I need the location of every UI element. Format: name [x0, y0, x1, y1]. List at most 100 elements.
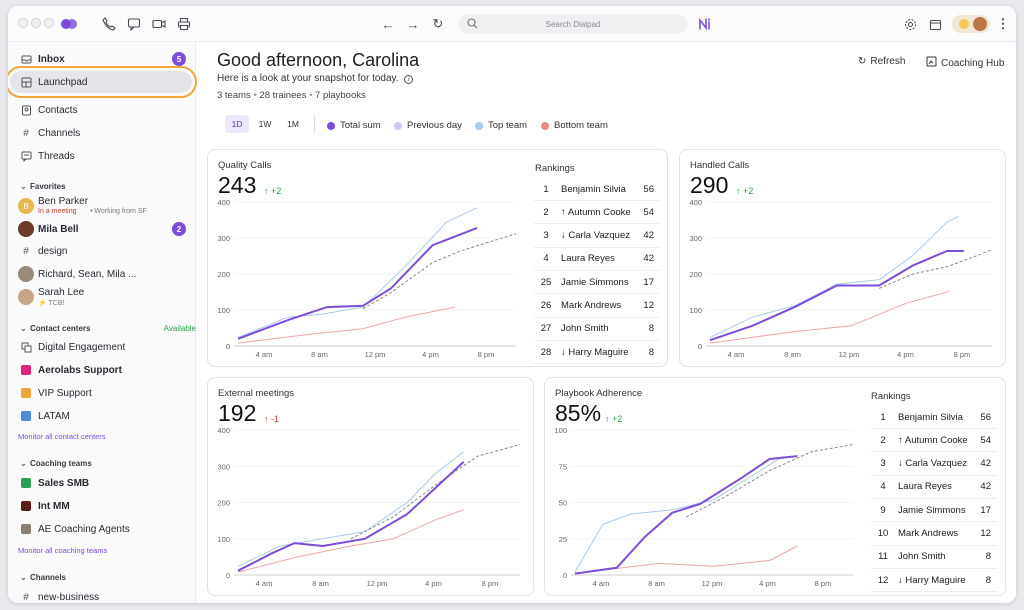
legend-previous-day[interactable]: Previous day	[394, 120, 462, 131]
coaching-team-int-mm[interactable]: Int MM	[8, 495, 196, 517]
ranking-name: Laura Reyes	[898, 481, 952, 493]
top-bar: ← → ↻ Search Dialpad ⋮	[8, 6, 1016, 42]
ranking-row[interactable]: 2 ↑ Autumn Cooke 54	[534, 201, 660, 225]
channel-item-new-business[interactable]: # new-business	[8, 586, 196, 603]
sidebar-item-channels[interactable]: # Channels	[8, 122, 196, 144]
color-swatch	[21, 478, 31, 488]
video-icon[interactable]	[150, 15, 168, 33]
card-quality-calls: Quality Calls 243 ↑ +2 0 100 200 300 400 4 am…	[207, 149, 668, 367]
avatar	[18, 221, 34, 237]
window-maximize-dot[interactable]	[44, 18, 54, 28]
ai-assistant-icon[interactable]	[697, 15, 715, 33]
ranking-score: 12	[980, 528, 991, 539]
x-tick-label: 12 pm	[702, 579, 723, 588]
user-status-avatar[interactable]	[952, 15, 990, 33]
info-icon[interactable]: i	[404, 75, 414, 84]
ranking-score: 8	[985, 574, 991, 586]
favorite-item-mila-bell[interactable]: Mila Bell 2	[8, 218, 196, 240]
ranking-row[interactable]: 12 ↓ Harry Maguire 8	[871, 569, 997, 593]
monitor-coaching-teams-link[interactable]: Monitor all coaching teams	[18, 546, 108, 555]
ranking-position: 11	[878, 551, 888, 563]
bottom-team-line	[237, 306, 455, 344]
phone-icon[interactable]	[100, 15, 118, 33]
refresh-button[interactable]: ↻ Refresh	[858, 56, 906, 67]
printer-icon[interactable]	[175, 15, 193, 33]
legend-top-team[interactable]: Top team	[475, 120, 527, 131]
y-tick-label: 200	[217, 499, 230, 508]
timeframe-1m[interactable]: 1M	[287, 119, 299, 129]
coaching-hub-icon	[926, 56, 937, 70]
contacts-icon	[20, 104, 32, 116]
ranking-row[interactable]: 2 ↑ Autumn Cooke 54	[871, 429, 997, 453]
favorite-item-sarah-lee[interactable]: Sarah Lee ⚡ TCB!	[8, 284, 196, 310]
calendar-icon[interactable]	[926, 15, 944, 33]
coaching-hub-button[interactable]: Coaching Hub	[926, 56, 1004, 70]
ranking-row[interactable]: 3 ↓ Carla Vazquez 42	[534, 225, 660, 248]
contact-center-digital-engagement[interactable]: Digital Engagement	[8, 336, 196, 358]
legend-bottom-team[interactable]: Bottom team	[541, 120, 608, 131]
ranking-row[interactable]: 4 Laura Reyes 42	[871, 476, 997, 499]
x-tick-label: 4 pm	[422, 350, 439, 359]
availability-status[interactable]: Available	[163, 324, 196, 333]
ranking-row[interactable]: 28 ↓ Harry Maguire 8	[534, 341, 660, 365]
window-minimize-dot[interactable]	[31, 18, 41, 28]
y-tick-label: 0	[226, 571, 230, 580]
ranking-row[interactable]: 26 Mark Andrews 12	[534, 295, 660, 318]
channels-section-header[interactable]: ⌄ Channels	[20, 573, 67, 582]
coaching-team-sales-smb[interactable]: Sales SMB	[8, 472, 196, 494]
contact-center-aerolabs-support[interactable]: Aerolabs Support	[8, 359, 196, 381]
ranking-row[interactable]: 10 Mark Andrews 12	[871, 523, 997, 546]
monitor-contact-centers-link[interactable]: Monitor all contact centers	[18, 432, 106, 441]
y-tick-label: 25	[559, 535, 567, 544]
contact-centers-section-header[interactable]: ⌄ Contact centers Available	[20, 324, 196, 333]
ranking-row[interactable]: 1 Benjamin Silvia 56	[534, 178, 660, 201]
message-icon[interactable]	[125, 15, 143, 33]
sidebar-item-inbox[interactable]: Inbox 5	[8, 48, 196, 70]
ranking-row[interactable]: 4 Laura Reyes 42	[534, 248, 660, 271]
x-tick-label: 8 pm	[482, 579, 499, 588]
settings-gear-icon[interactable]	[901, 15, 919, 33]
window-close-dot[interactable]	[18, 18, 28, 28]
ranking-row[interactable]: 3 ↓ Carla Vazquez 42	[871, 453, 997, 476]
legend-total-sum[interactable]: Total sum	[327, 120, 381, 131]
group-avatar	[18, 266, 34, 282]
sidebar-item-threads[interactable]: Threads	[8, 145, 196, 167]
favorite-item-group[interactable]: Richard, Sean, Mila ...	[8, 263, 196, 285]
ranking-row[interactable]: 25 Jamie Simmons 17	[534, 271, 660, 295]
coaching-team-ae-coaching-agents[interactable]: AE Coaching Agents	[8, 518, 196, 540]
ranking-name: Mark Andrews	[561, 300, 622, 311]
timeframe-1w[interactable]: 1W	[258, 119, 272, 129]
contact-center-latam[interactable]: LATAM	[8, 405, 196, 427]
ranking-row[interactable]: 11 John Smith 8	[871, 546, 997, 569]
sidebar-item-contacts[interactable]: Contacts	[8, 99, 196, 121]
ranking-score: 42	[980, 458, 991, 470]
more-menu-icon[interactable]: ⋮	[996, 16, 1010, 31]
search-placeholder: Search Dialpad	[545, 19, 601, 29]
favorites-section-header[interactable]: ⌄ Favorites	[20, 182, 66, 191]
sidebar-item-launchpad[interactable]: Launchpad	[8, 66, 197, 98]
y-tick-label: 400	[689, 198, 702, 207]
ranking-name: Mark Andrews	[898, 528, 959, 539]
chevron-down-icon: ⌄	[20, 459, 27, 468]
card-external-meetings: External meetings 192 ↑ -1 0 100 200 300 400…	[207, 377, 534, 596]
favorite-item-design[interactable]: # design	[8, 240, 196, 262]
previous-day-line	[879, 249, 993, 289]
forward-arrow-icon[interactable]: →	[406, 16, 420, 32]
favorite-name: design	[38, 245, 68, 257]
card-playbook-adherence: Playbook Adherence 85% ↑ +2 0 25 50 75 100 4 …	[544, 377, 1006, 596]
x-tick-label: 12 pm	[365, 350, 386, 359]
timeframe-1d[interactable]: 1D	[225, 115, 249, 133]
contact-center-name: LATAM	[38, 410, 70, 422]
contact-center-vip-support[interactable]: VIP Support	[8, 382, 196, 404]
back-arrow-icon[interactable]: ←	[381, 16, 395, 32]
ranking-position: 26	[540, 300, 552, 311]
previous-day-line	[350, 444, 521, 540]
search-bar[interactable]: Search Dialpad	[459, 14, 687, 34]
ranking-row[interactable]: 9 Jamie Simmons 17	[871, 499, 997, 523]
ranking-row[interactable]: 27 John Smith 8	[534, 318, 660, 341]
previous-day-line	[362, 233, 517, 310]
favorite-item-ben-parker[interactable]: B Ben Parker In a meeting • Working from…	[8, 193, 196, 219]
reload-icon[interactable]: ↻	[432, 16, 444, 31]
ranking-row[interactable]: 1 Benjamin Silvia 56	[871, 406, 997, 429]
coaching-teams-section-header[interactable]: ⌄ Coaching teams	[20, 459, 92, 468]
